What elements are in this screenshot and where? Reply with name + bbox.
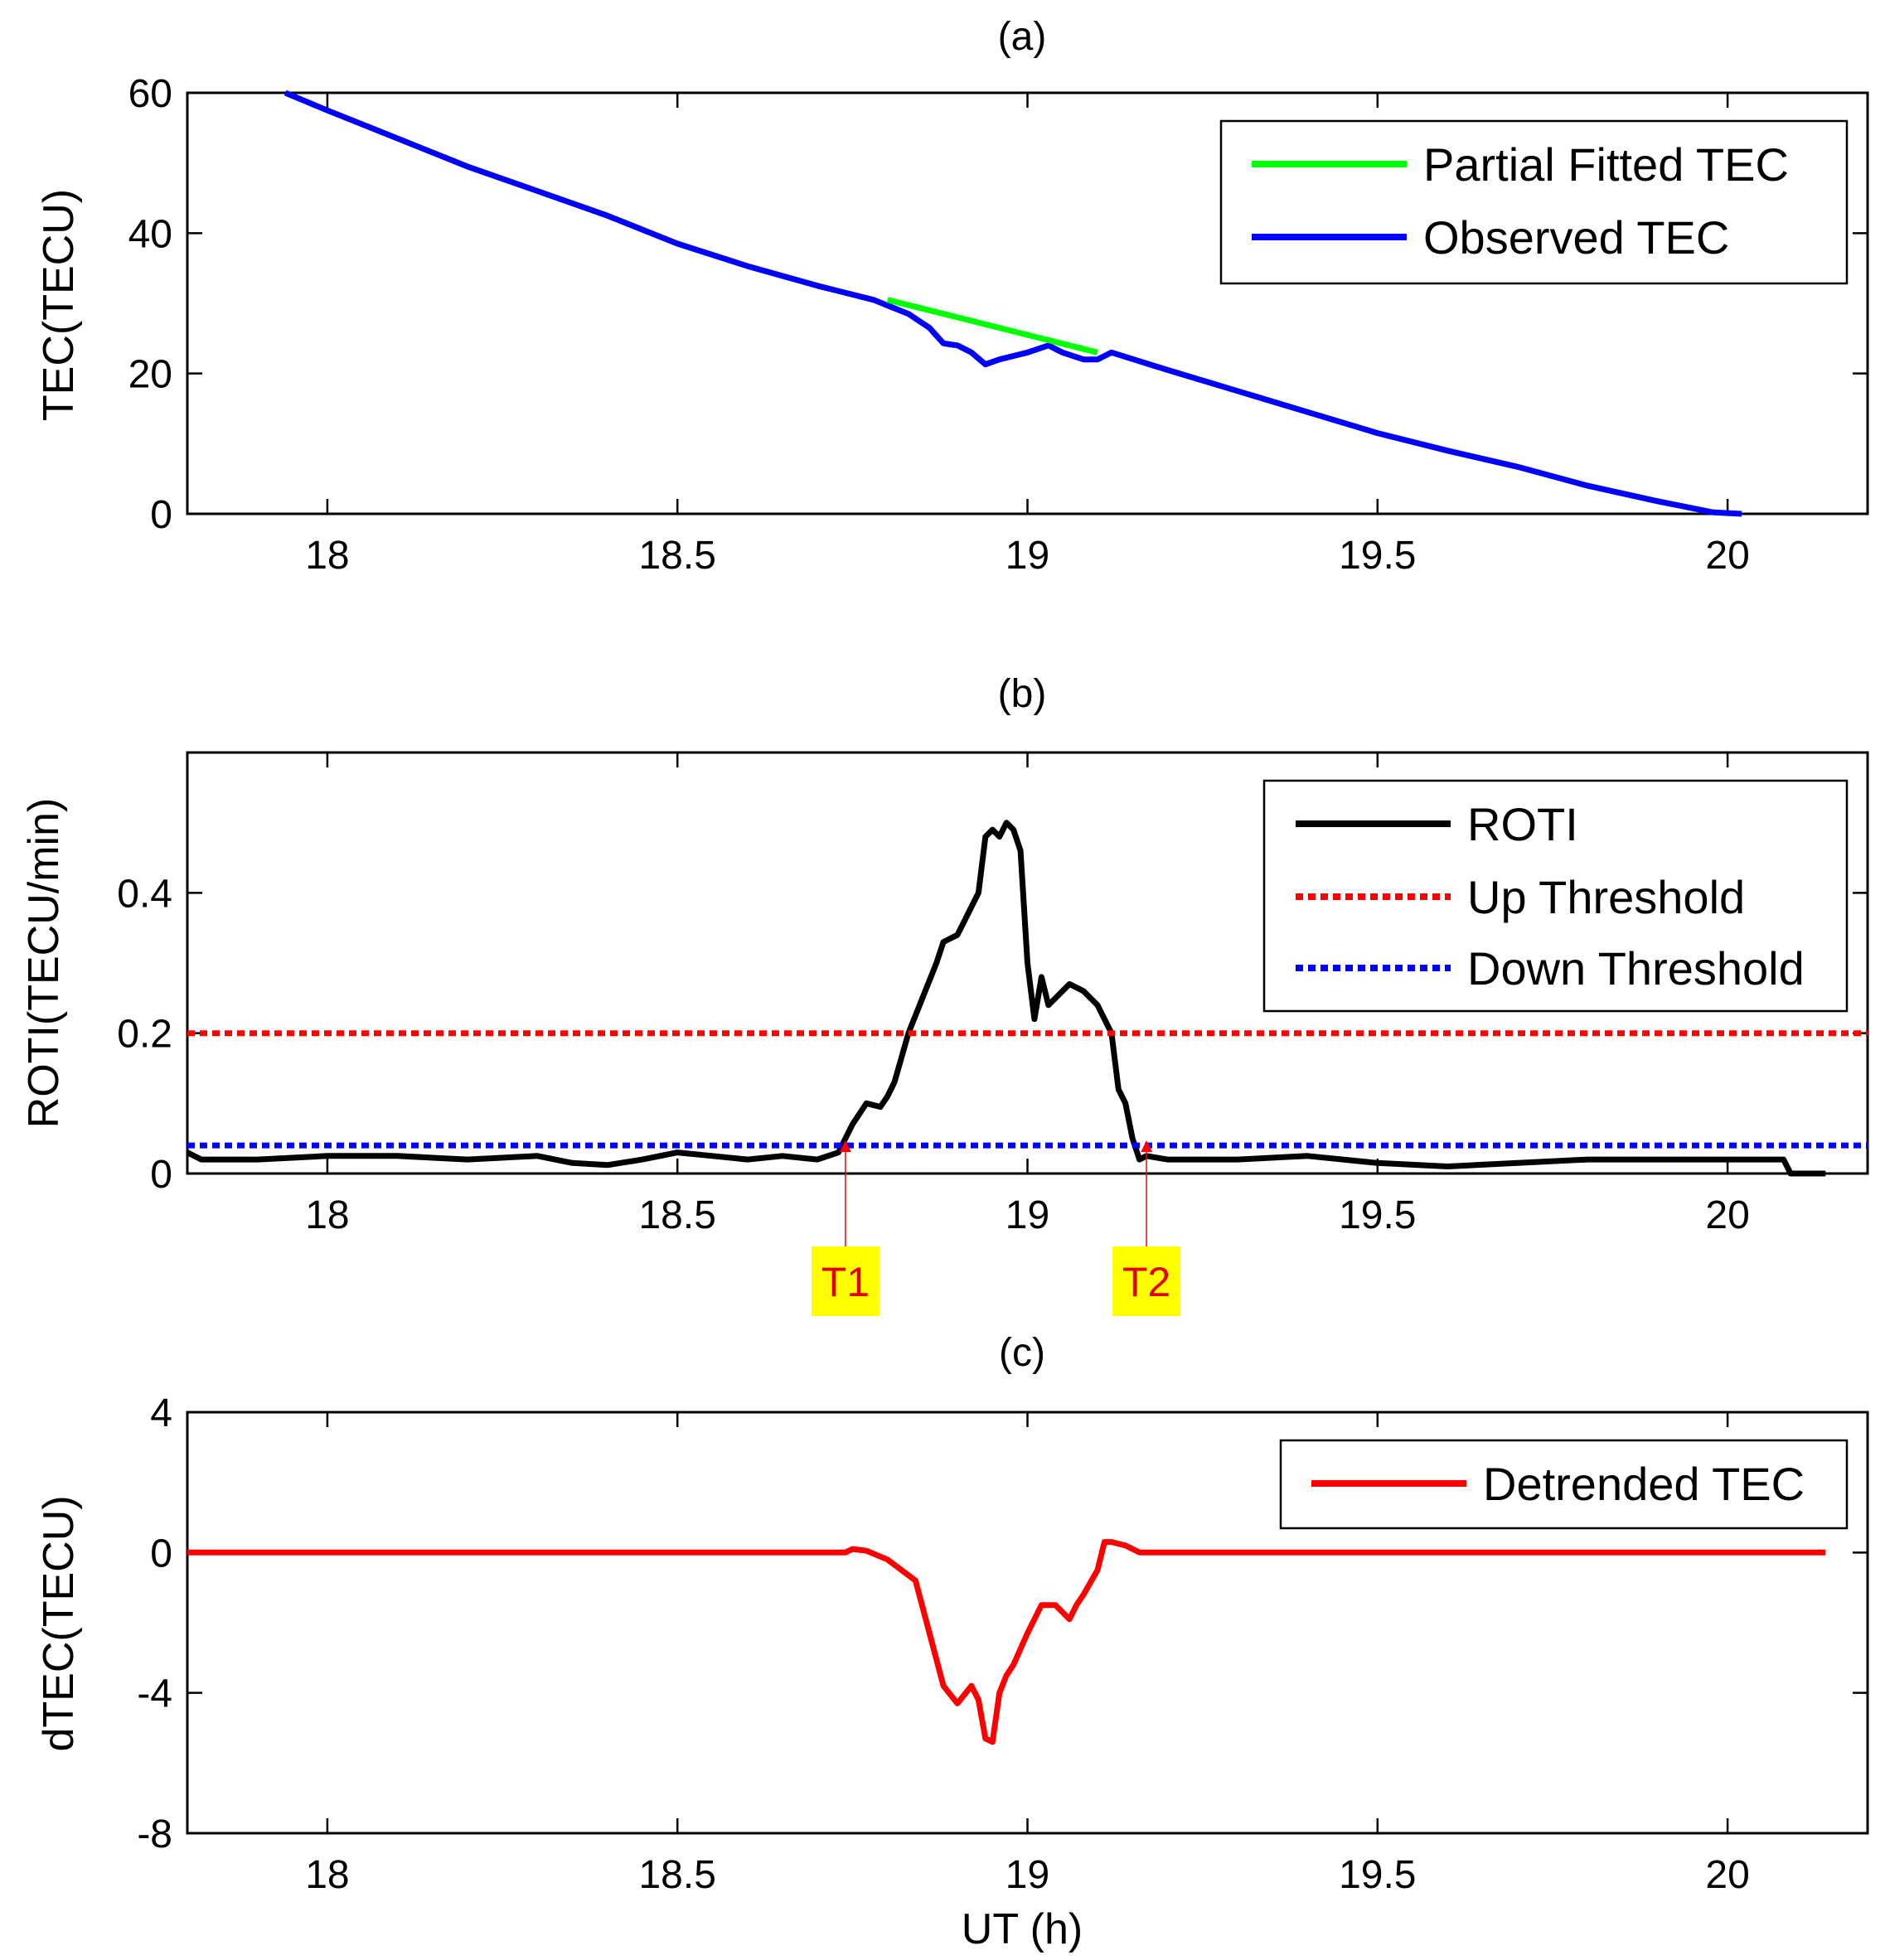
y-tick-label: 0.2 — [117, 1013, 172, 1057]
y-tick-label: 60 — [128, 72, 172, 116]
y-tick-label: -4 — [137, 1672, 172, 1716]
legend-label-down-threshold: Down Threshold — [1467, 942, 1805, 995]
panel-c-ylabel: dTEC(TECU) — [35, 1495, 83, 1751]
x-tick-label: 19.5 — [1339, 1853, 1416, 1897]
panel-b-series — [186, 820, 1868, 1177]
x-tick-label: 18.5 — [638, 1853, 715, 1897]
marker-label-t1: T1 — [821, 1259, 870, 1305]
panel-b-ylabel: ROTI(TECU/min) — [20, 798, 68, 1129]
panel-b-ticks: 18 18.5 19 19.5 20 0 0.2 0.4 — [117, 753, 1868, 1237]
legend: Detrended TEC — [1279, 1439, 1849, 1530]
y-tick-label: 40 — [128, 212, 172, 256]
legend: ROTI Up Threshold Down Threshold — [1262, 779, 1849, 1013]
y-tick-label: 4 — [150, 1391, 172, 1435]
series-line-observed-tec — [283, 90, 1742, 517]
x-tick-label: 20 — [1705, 1193, 1749, 1237]
legend: Partial Fitted TEC Observed TEC — [1219, 119, 1849, 285]
legend-label-up-threshold: Up Threshold — [1467, 871, 1745, 923]
series-line-partial-fitted-tec — [886, 297, 1098, 356]
x-tick-label: 18.5 — [638, 1193, 715, 1237]
x-tick-label: 18.5 — [638, 534, 715, 578]
panel-a-series — [283, 90, 1742, 517]
panel-c-series — [187, 1539, 1826, 1745]
y-tick-label: 0 — [150, 1153, 172, 1197]
panel-a: (a) TEC(TECU) 18 18.5 19 19.5 20 0 20 40 60 Part… — [35, 15, 1869, 578]
y-tick-label: 0.4 — [117, 872, 172, 916]
x-tick-label: 19.5 — [1339, 534, 1416, 578]
marker-label-t2: T2 — [1122, 1259, 1170, 1305]
series-line-roti — [186, 820, 1826, 1177]
panel-c: (c) dTEC(TECU) 18 18.5 19 19.5 20 -8 -4 0 4 Detr… — [35, 1331, 1869, 1953]
legend-label-observed: Observed TEC — [1423, 211, 1729, 264]
y-tick-label: 20 — [128, 353, 172, 397]
panel-a-ticks: 18 18.5 19 19.5 20 0 20 40 60 — [128, 72, 1868, 578]
panel-b-annotations: T1 T2 — [811, 1140, 1181, 1316]
panel-c-xlabel: UT (h) — [962, 1905, 1083, 1953]
x-tick-label: 19 — [1005, 1853, 1049, 1897]
legend-box — [1219, 119, 1849, 285]
panel-c-title: (c) — [999, 1331, 1045, 1375]
y-tick-label: 0 — [150, 1532, 172, 1575]
marker-tag-t2 — [1112, 1246, 1181, 1316]
marker-arrow-t2 — [1141, 1140, 1153, 1153]
y-tick-label: 0 — [150, 493, 172, 537]
x-tick-label: 18 — [305, 1193, 349, 1237]
panel-c-ticks: 18 18.5 19 19.5 20 -8 -4 0 4 — [137, 1391, 1868, 1897]
legend-box — [1262, 779, 1849, 1013]
x-tick-label: 19 — [1005, 1193, 1049, 1237]
x-tick-label: 20 — [1705, 1853, 1749, 1897]
panel-b-title: (b) — [998, 672, 1047, 716]
legend-label-roti: ROTI — [1467, 798, 1578, 850]
legend-label-detrended: Detrended TEC — [1483, 1458, 1805, 1510]
marker-tag-t1 — [811, 1246, 880, 1316]
panel-a-title: (a) — [998, 15, 1047, 59]
panel-b: (b) ROTI(TECU/min) 18 18.5 19 19.5 20 0 0.2 0.4… — [20, 672, 1869, 1316]
legend-label-fitted: Partial Fitted TEC — [1423, 138, 1789, 191]
y-tick-label: -8 — [137, 1812, 172, 1856]
panel-a-ylabel: TEC(TECU) — [35, 189, 83, 421]
x-tick-label: 19.5 — [1339, 1193, 1416, 1237]
x-tick-label: 19 — [1005, 534, 1049, 578]
series-line-detrended-tec — [187, 1539, 1826, 1745]
x-tick-label: 18 — [305, 1853, 349, 1897]
marker-arrow-t1 — [839, 1140, 851, 1153]
x-tick-label: 20 — [1705, 534, 1749, 578]
x-tick-label: 18 — [305, 534, 349, 578]
